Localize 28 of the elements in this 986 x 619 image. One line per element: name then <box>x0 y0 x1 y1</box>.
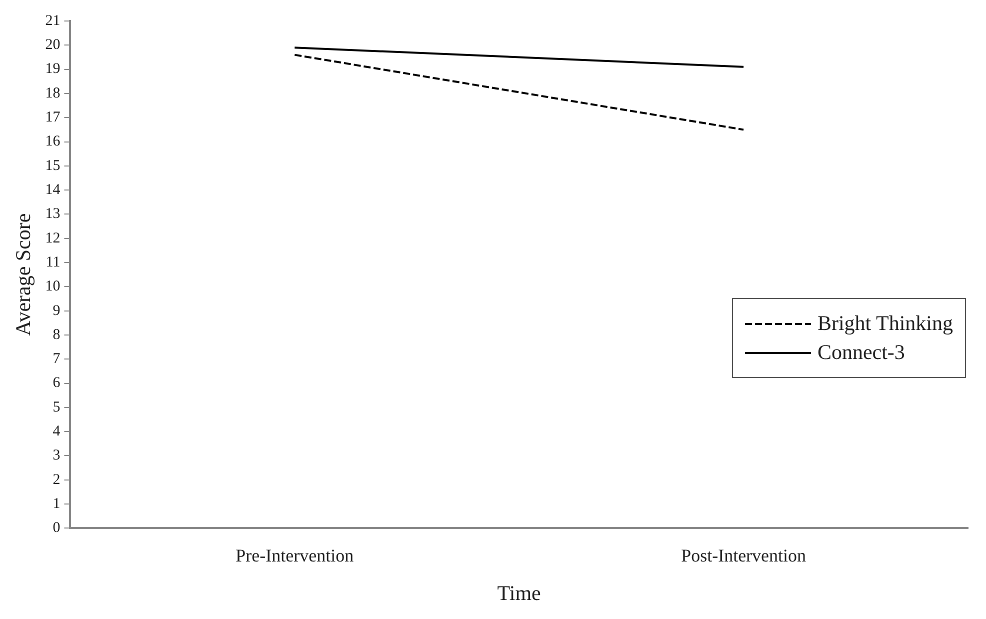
y-tick-label: 0 <box>52 520 60 536</box>
y-tick-label: 12 <box>45 230 60 246</box>
y-tick-label: 3 <box>52 448 60 464</box>
y-tick-label: 20 <box>45 37 60 54</box>
x-tick-label: Pre-Intervention <box>236 546 354 566</box>
x-axis-title: Time <box>497 580 541 605</box>
legend-label: Bright Thinking <box>817 311 953 336</box>
y-tick-label: 10 <box>45 278 60 295</box>
y-tick-label: 18 <box>45 85 60 102</box>
y-tick-label: 15 <box>45 158 60 174</box>
y-tick-label: 17 <box>45 110 61 126</box>
legend-label: Connect-3 <box>817 340 905 365</box>
y-tick-label: 5 <box>52 399 60 416</box>
y-tick-label: 19 <box>45 61 60 78</box>
y-axis-title: Average Score <box>11 213 36 336</box>
y-tick-label: 11 <box>46 254 60 270</box>
x-tick-label: Post-Intervention <box>681 546 806 566</box>
y-tick-label: 21 <box>45 12 60 29</box>
y-tick-label: 1 <box>52 496 60 512</box>
y-tick-label: 8 <box>52 326 60 343</box>
y-tick-label: 13 <box>45 206 60 222</box>
y-tick-label: 6 <box>52 375 61 392</box>
y-tick-label: 9 <box>52 302 60 319</box>
y-tick-label: 2 <box>52 472 60 488</box>
y-tick-label: 14 <box>45 182 61 198</box>
y-tick-label: 7 <box>52 351 61 368</box>
y-tick-label: 4 <box>52 424 61 440</box>
y-tick-label: 16 <box>45 134 61 150</box>
